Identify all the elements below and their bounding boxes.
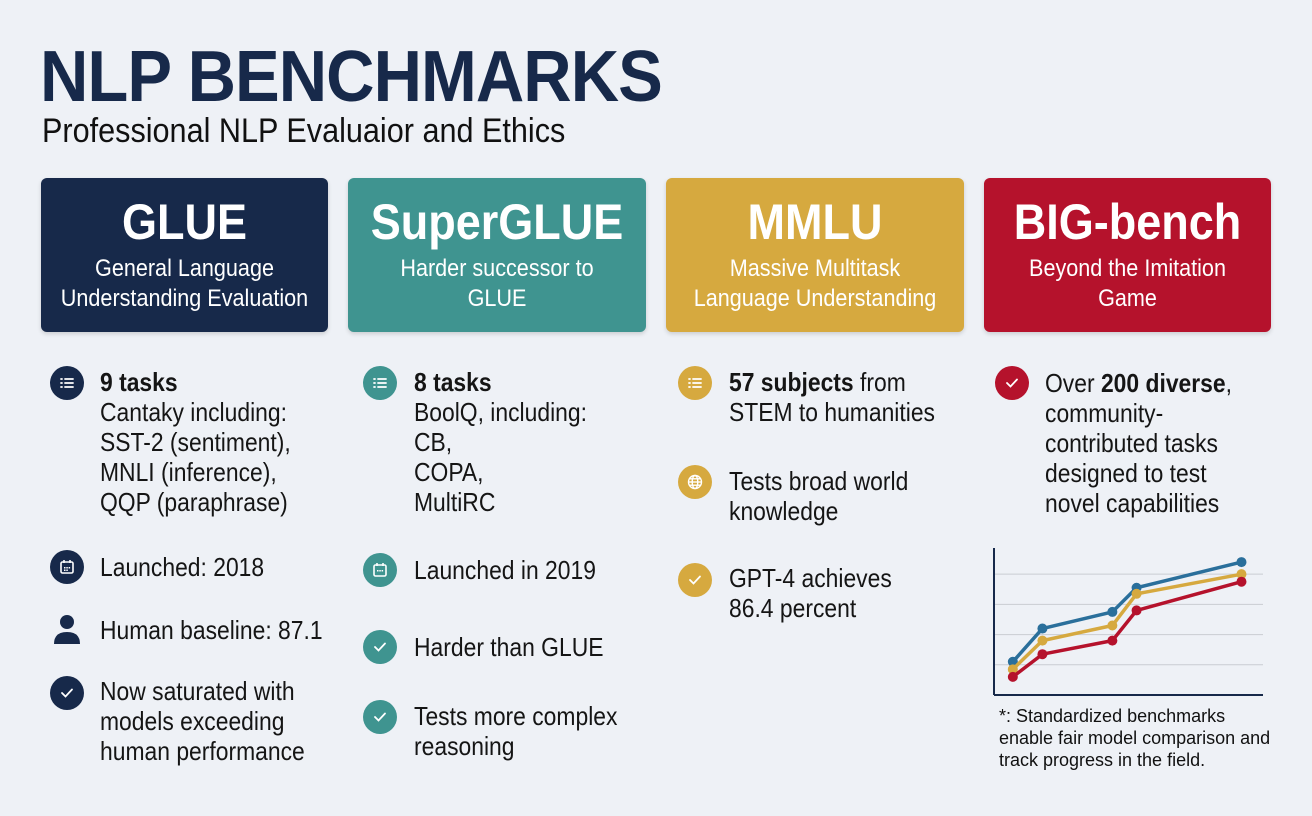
- superglue-launched: Launched in 2019: [414, 555, 596, 585]
- card-desc-line: Game: [1098, 285, 1157, 312]
- glue-launched: Launched: 2018: [100, 552, 265, 582]
- glue-baseline: Human baseline: 87.1: [100, 615, 323, 645]
- list-icon: [50, 366, 84, 400]
- data-point: [1107, 606, 1118, 617]
- data-point: [1131, 605, 1142, 616]
- data-point: [1007, 664, 1018, 675]
- mmlu-knowledge: Tests broad world knowledge: [729, 466, 909, 526]
- data-point: [1007, 656, 1018, 667]
- person-icon: [50, 612, 84, 646]
- bigbench-tasks: Over 200 diverse, community- contributed…: [1045, 368, 1232, 518]
- card-desc-line: Harder successor to: [400, 255, 594, 282]
- card-desc-line: Language Understanding: [693, 285, 937, 312]
- footnote: *: Standardized benchmarks enable fair m…: [999, 706, 1271, 770]
- check-icon: [363, 700, 397, 734]
- data-point: [1037, 623, 1048, 634]
- card-glue: GLUE General Language Understanding Eval…: [41, 178, 328, 332]
- check-icon: [678, 563, 712, 597]
- data-point: [1236, 576, 1247, 587]
- data-point: [1236, 569, 1247, 580]
- mmlu-subjects: 57 subjects from STEM to humanities: [729, 367, 936, 427]
- data-point: [1007, 671, 1018, 682]
- globe-icon: [678, 465, 712, 499]
- series-line-0: [1011, 560, 1242, 663]
- card-title: SuperGLUE: [370, 194, 624, 250]
- card-title: MMLU: [747, 194, 883, 250]
- superglue-harder: Harder than GLUE: [414, 632, 604, 662]
- data-point: [1037, 635, 1048, 646]
- card-superglue: SuperGLUE Harder successor to GLUE: [348, 178, 646, 332]
- card-desc-line: General Language: [95, 255, 274, 282]
- superglue-tasks: 8 tasks BoolQ, including: CB, COPA, Mult…: [414, 367, 587, 517]
- data-point: [1131, 588, 1142, 599]
- data-point: [1107, 635, 1118, 646]
- list-icon: [678, 366, 712, 400]
- card-desc-line: Beyond the Imitation: [1029, 255, 1226, 282]
- card-bigbench: BIG-bench Beyond the Imitation Game: [984, 178, 1271, 332]
- calendar-icon: [50, 550, 84, 584]
- card-desc-line: Understanding Evaluation: [60, 285, 309, 312]
- check-icon: [50, 676, 84, 710]
- list-icon: [363, 366, 397, 400]
- card-title: GLUE: [121, 194, 248, 250]
- card-mmlu: MMLU Massive Multitask Language Understa…: [666, 178, 964, 332]
- data-point: [1236, 557, 1247, 568]
- check-icon: [363, 630, 397, 664]
- data-point: [1037, 649, 1048, 660]
- page-subtitle: Professional NLP Evaluaior and Ethics: [42, 112, 566, 150]
- card-desc-line: Massive Multitask: [729, 255, 901, 282]
- progress-line-chart: [993, 548, 1263, 696]
- check-icon: [995, 366, 1029, 400]
- superglue-complex: Tests more complex reasoning: [414, 701, 618, 761]
- card-desc-line: GLUE: [467, 285, 527, 312]
- calendar-icon: [363, 553, 397, 587]
- data-point: [1107, 620, 1118, 631]
- card-title: BIG-bench: [1013, 194, 1242, 250]
- page-title: NLP BENCHMARKS: [40, 37, 663, 117]
- glue-tasks: 9 tasks Cantaky including: SST-2 (sentim…: [100, 367, 291, 517]
- mmlu-gpt4: GPT-4 achieves 86.4 percent: [729, 563, 892, 623]
- glue-saturated: Now saturated with models exceeding huma…: [100, 676, 305, 766]
